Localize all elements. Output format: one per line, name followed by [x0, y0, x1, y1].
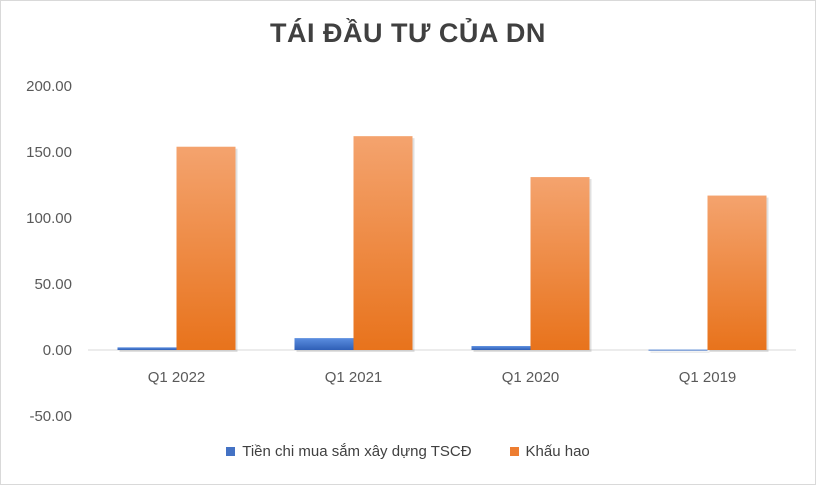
x-tick-label: Q1 2019: [679, 369, 737, 386]
chart-legend: Tiền chi mua sắm xây dựng TSCĐ Khấu hao: [0, 443, 816, 460]
y-tick-label: 100.00: [26, 210, 72, 227]
legend-label-capex: Tiền chi mua sắm xây dựng TSCĐ: [242, 443, 472, 460]
y-tick-label: 50.00: [34, 276, 72, 293]
legend-item-depreciation: Khấu hao: [509, 443, 590, 460]
legend-swatch-depreciation: [509, 447, 519, 456]
bar-capex-shadow: [473, 348, 533, 352]
bar-capex: [471, 346, 531, 350]
legend-label-depreciation: Khấu hao: [525, 443, 590, 460]
bar-depreciation: [176, 146, 236, 350]
legend-swatch-capex: [226, 447, 236, 456]
y-tick-label: 150.00: [26, 144, 72, 161]
y-tick-label: 0.00: [43, 342, 72, 359]
x-tick-label: Q1 2020: [502, 369, 560, 386]
bar-depreciation: [530, 177, 590, 350]
bar-capex: [294, 338, 354, 350]
y-tick-label: -50.00: [29, 408, 72, 425]
x-tick-label: Q1 2022: [148, 369, 206, 386]
bar-capex: [648, 349, 708, 351]
bar-capex-shadow: [650, 351, 710, 353]
y-tick-label: 200.00: [26, 78, 72, 95]
x-tick-label: Q1 2021: [325, 369, 383, 386]
bar-capex: [117, 347, 177, 350]
bar-depreciation: [353, 136, 413, 350]
chart-title: TÁI ĐẦU TƯ CỦA DN: [270, 18, 546, 48]
bar-capex-shadow: [119, 349, 179, 352]
bar-depreciation: [707, 195, 767, 350]
legend-item-capex: Tiền chi mua sắm xây dựng TSCĐ: [226, 443, 472, 460]
